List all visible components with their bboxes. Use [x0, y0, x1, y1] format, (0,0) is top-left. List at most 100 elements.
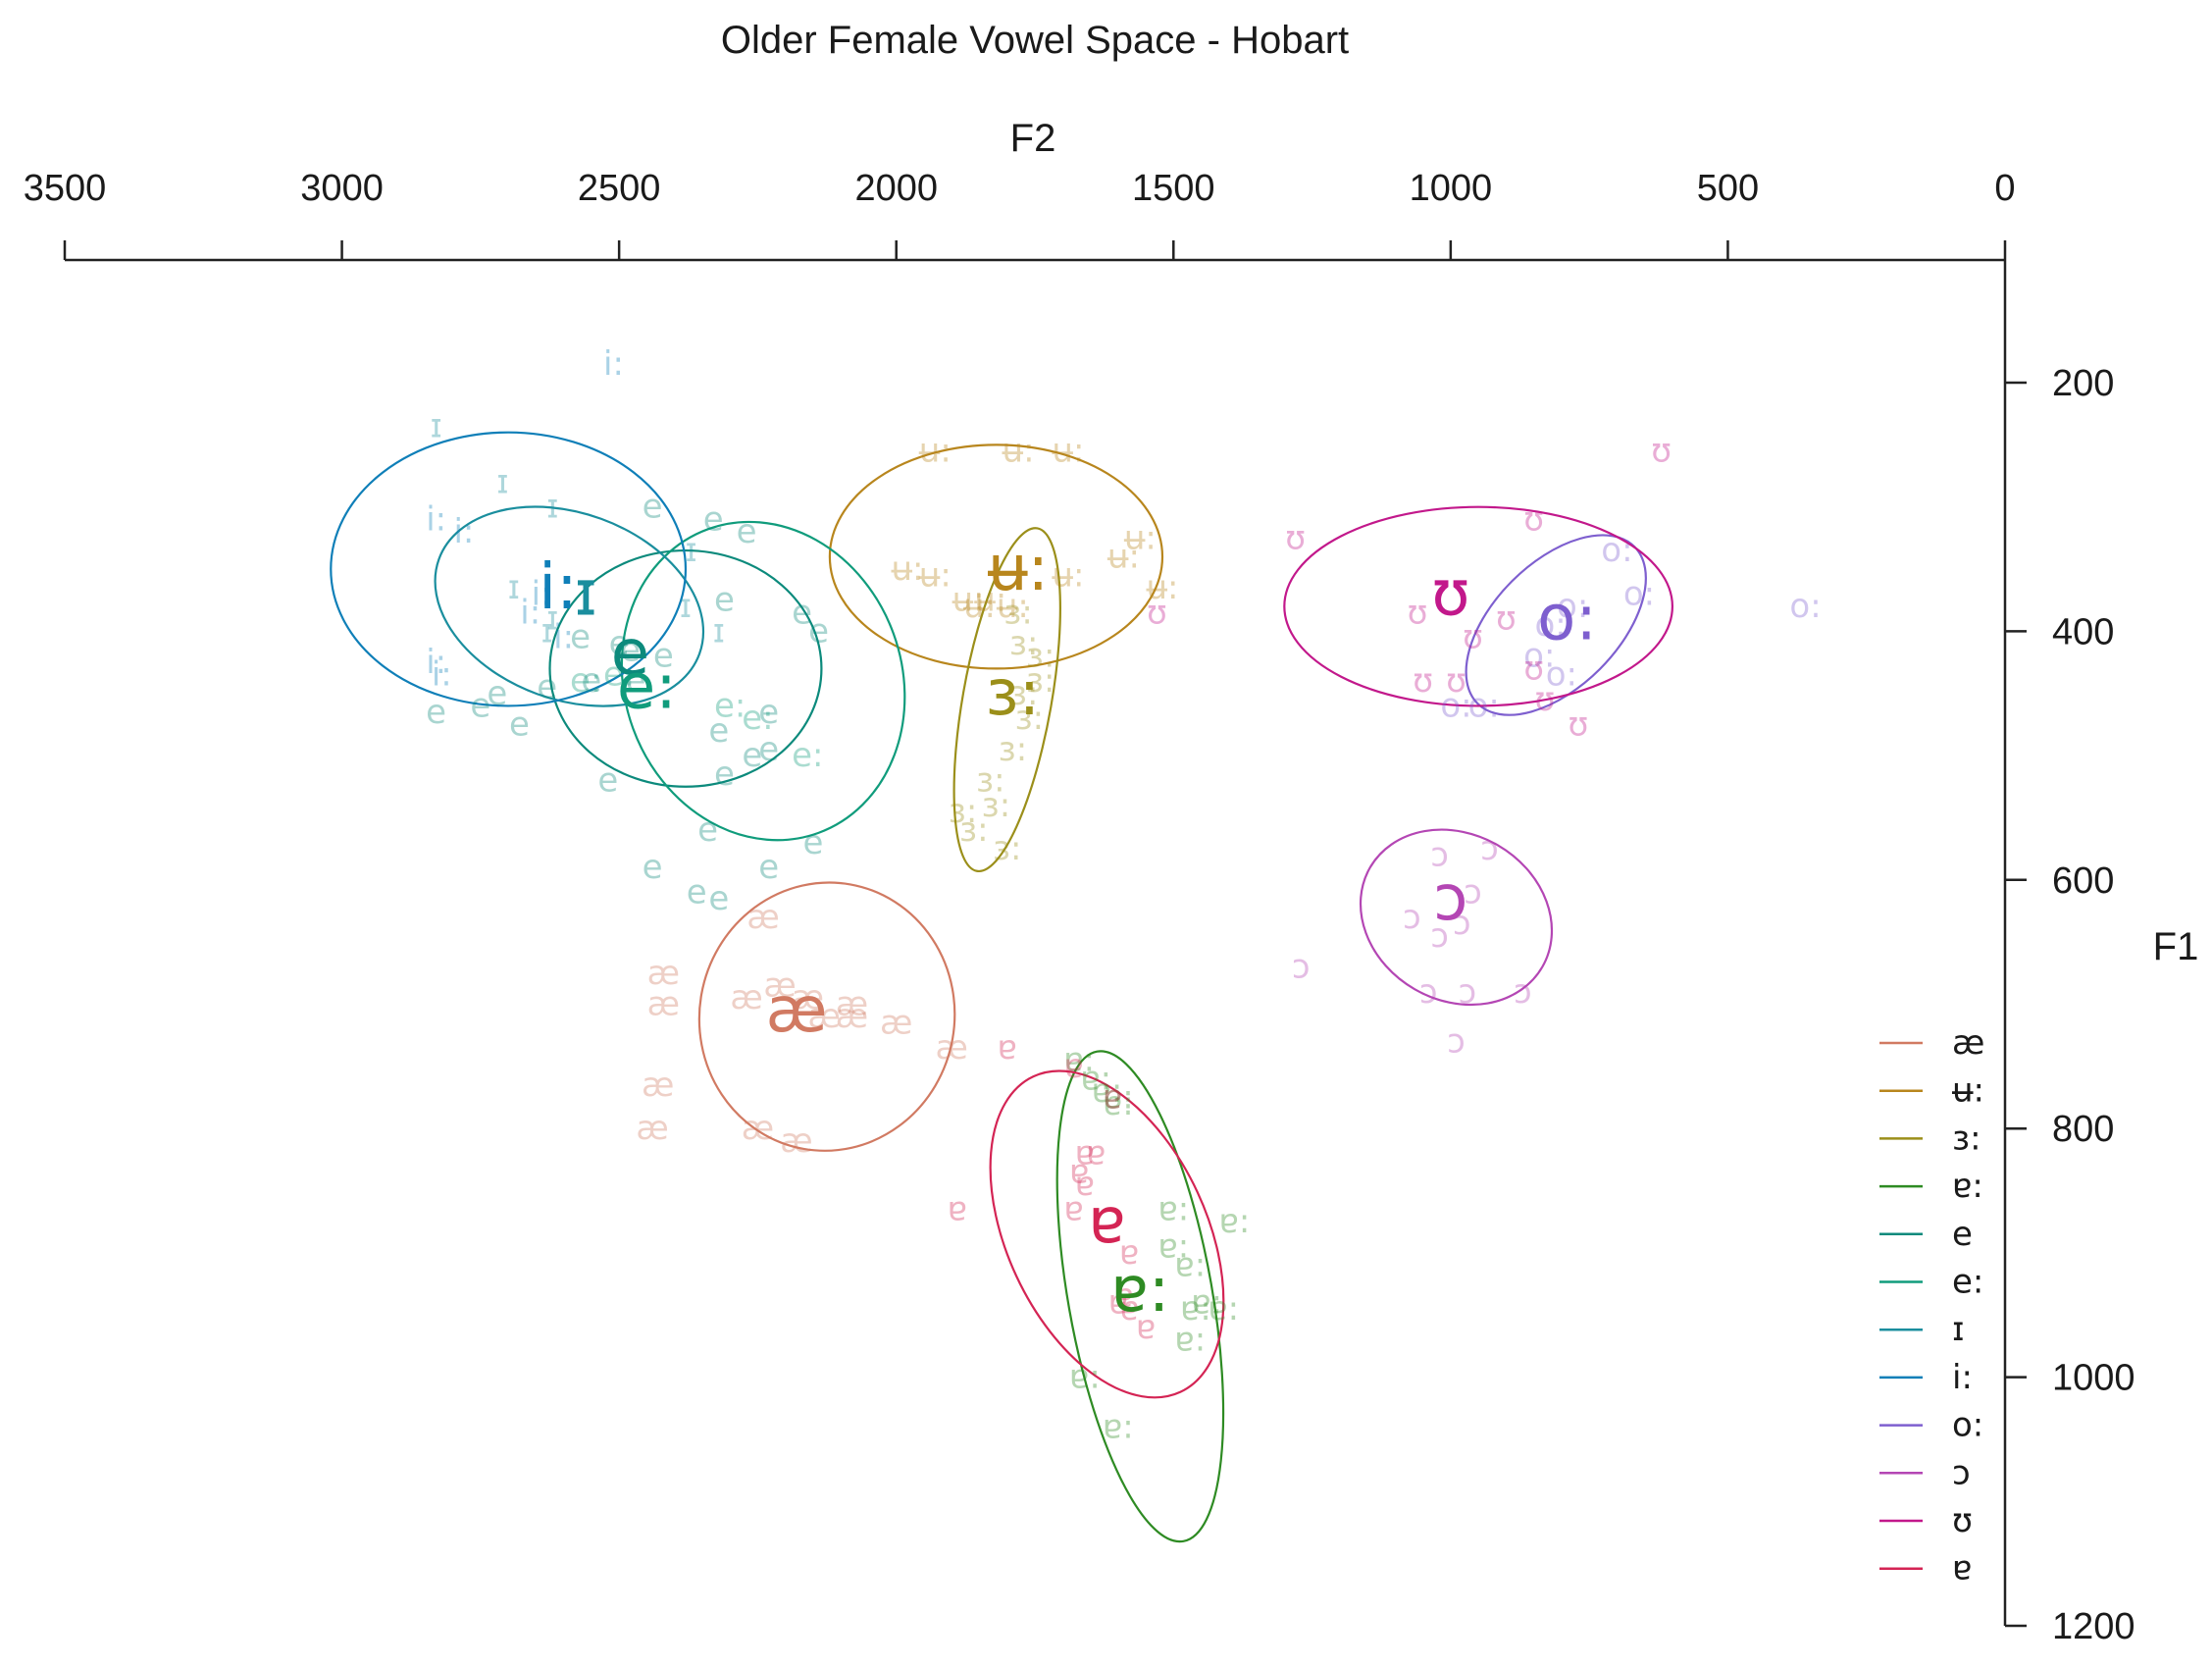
vowel-token: i:	[453, 512, 474, 551]
vowel-ellipse	[1359, 828, 1554, 1007]
vowel-token: ɐ	[1069, 1153, 1089, 1192]
vowel-token: o:	[1601, 531, 1632, 570]
vowel-token: ɔ	[1453, 904, 1471, 943]
y-tick-label: 200	[2052, 363, 2114, 404]
x-tick-label: 2000	[854, 168, 938, 209]
vowel-token: ɐ	[948, 1190, 967, 1229]
vowel-token: ɐ	[1113, 1276, 1133, 1316]
y-tick-label: 800	[2052, 1109, 2114, 1150]
vowel-centroid-label: o:	[1537, 583, 1597, 655]
legend-label: æ	[1952, 1023, 1984, 1063]
legend-label: ɪ	[1952, 1310, 1965, 1349]
vowel-token: ɐ	[1103, 1078, 1122, 1118]
vowel-token: ɐ:	[1103, 1078, 1134, 1118]
vowel-token: o:	[1534, 605, 1566, 645]
vowel-centroid-label: ɜ:	[986, 657, 1041, 730]
vowel-centroid-label: ʊ	[1431, 557, 1470, 630]
vowel-centroid-label: ɐ	[1088, 1185, 1125, 1258]
vowel-token: æ	[742, 1109, 774, 1148]
vowel-token: æ	[730, 978, 762, 1017]
vowel-token: ɜ:	[993, 829, 1022, 868]
legend-label: ʉ:	[1952, 1071, 1984, 1111]
vowel-token: i:	[520, 593, 540, 632]
vowel-token: i:	[432, 655, 452, 695]
vowel-token: ɔ	[1464, 872, 1482, 912]
vowel-token: ɪ	[496, 462, 509, 501]
vowel-token: o:	[1623, 574, 1655, 613]
vowel-token: ɐ	[1063, 1190, 1083, 1229]
vowel-token: ɐ	[1136, 1308, 1156, 1347]
legend-label: o:	[1952, 1406, 1983, 1445]
vowel-token: ʊ	[1523, 499, 1544, 539]
vowel-token: ʉ:	[1146, 568, 1178, 607]
vowel-token: e	[714, 755, 735, 794]
vowel-token: æ	[780, 1121, 812, 1161]
ellipses	[330, 431, 1674, 1543]
legend-label: ɔ	[1952, 1453, 1971, 1492]
vowel-token: e	[714, 581, 735, 620]
vowel-token: ɐ	[1075, 1165, 1095, 1204]
vowel-token: ɔ	[1292, 947, 1311, 986]
vowel-token: e	[487, 674, 507, 713]
vowel-centroid-label: æ	[766, 974, 828, 1047]
vowel-centroids: æʉ:ɜ:ɐ:ee:ɪi: o:ɔʊɐ	[539, 533, 1597, 1327]
vowel-token: ɔ	[1447, 1022, 1466, 1062]
x-tick-label: 1000	[1410, 168, 1493, 209]
vowel-token: i:	[426, 643, 446, 682]
vowel-token: e	[426, 693, 446, 732]
vowel-token: ʉ:	[1052, 432, 1084, 471]
vowel-token: e	[653, 637, 674, 676]
vowel-token: o:	[1546, 655, 1577, 695]
vowel-token: ɔ	[1419, 972, 1438, 1012]
vowel-token: ʉ:	[1124, 518, 1157, 557]
vowel-token: o:	[1440, 686, 1471, 725]
vowel-token: ɪ	[546, 488, 559, 527]
vowel-ellipse	[989, 1069, 1225, 1399]
vowel-token: ɐ:	[1174, 1321, 1206, 1360]
vowel-token: æ	[792, 978, 824, 1017]
vowel-token: ɐ:	[1157, 1190, 1189, 1229]
vowel-token: ɜ:	[1026, 661, 1055, 701]
vowel-ellipse	[548, 548, 823, 788]
vowel-token: æ	[642, 1066, 674, 1105]
x-tick-label: 3000	[300, 168, 384, 209]
vowel-token: æ	[647, 954, 680, 993]
vowel-token: ɐ:	[1080, 1060, 1111, 1099]
vowel-token: ɜ:	[999, 730, 1028, 769]
vowel-token: ʊ	[1285, 518, 1306, 557]
vowel-token: ɜ:	[1003, 593, 1033, 632]
vowel-token: ɜ:	[959, 810, 989, 850]
y-axis-label: F1	[2153, 925, 2199, 968]
vowel-token: e	[808, 611, 829, 651]
vowel-ellipse	[828, 443, 1164, 670]
vowel-token: e:	[742, 699, 773, 738]
vowel-token: e	[708, 879, 729, 918]
vowel-token: ɐ:	[1219, 1202, 1251, 1241]
vowel-token: i:	[426, 499, 446, 539]
vowel-centroid-label: ɔ	[1433, 862, 1467, 935]
axes: 3500 3000 2500 2000 1500 1000 500 0 200 400 600 800…	[24, 168, 2135, 1647]
vowel-ellipse	[330, 431, 688, 707]
x-tick-label: 0	[1994, 168, 2015, 209]
vowel-ellipse	[620, 520, 906, 842]
y-tick-label: 1000	[2052, 1358, 2135, 1399]
vowel-token: æ	[836, 985, 868, 1024]
legend: æ ʉ: ɜ: ɐ: e e: ɪ i: o: ɔʊɐ	[1879, 1023, 1984, 1589]
vowel-token: ʊ	[1413, 661, 1433, 701]
vowel-token: i:	[532, 574, 552, 613]
vowel-ellipse	[1055, 1050, 1225, 1543]
vowel-token: o:	[1523, 637, 1555, 676]
vowel-token: æ	[936, 1028, 968, 1068]
vowel-token: ɪ	[546, 599, 559, 639]
vowel-token: æ	[763, 965, 796, 1005]
vowel-token: ɐ	[1063, 1047, 1083, 1086]
legend-label: i:	[1952, 1358, 1973, 1397]
vowel-token: ɪ	[507, 568, 520, 607]
vowel-token: e	[609, 624, 630, 663]
vowel-token: æ	[636, 1109, 668, 1148]
vowel-token: ʊ	[1147, 593, 1167, 632]
legend-label: ɐ:	[1952, 1167, 1983, 1206]
vowel-token: ɐ:	[1092, 1071, 1123, 1111]
legend-label: ʊ	[1952, 1501, 1973, 1540]
